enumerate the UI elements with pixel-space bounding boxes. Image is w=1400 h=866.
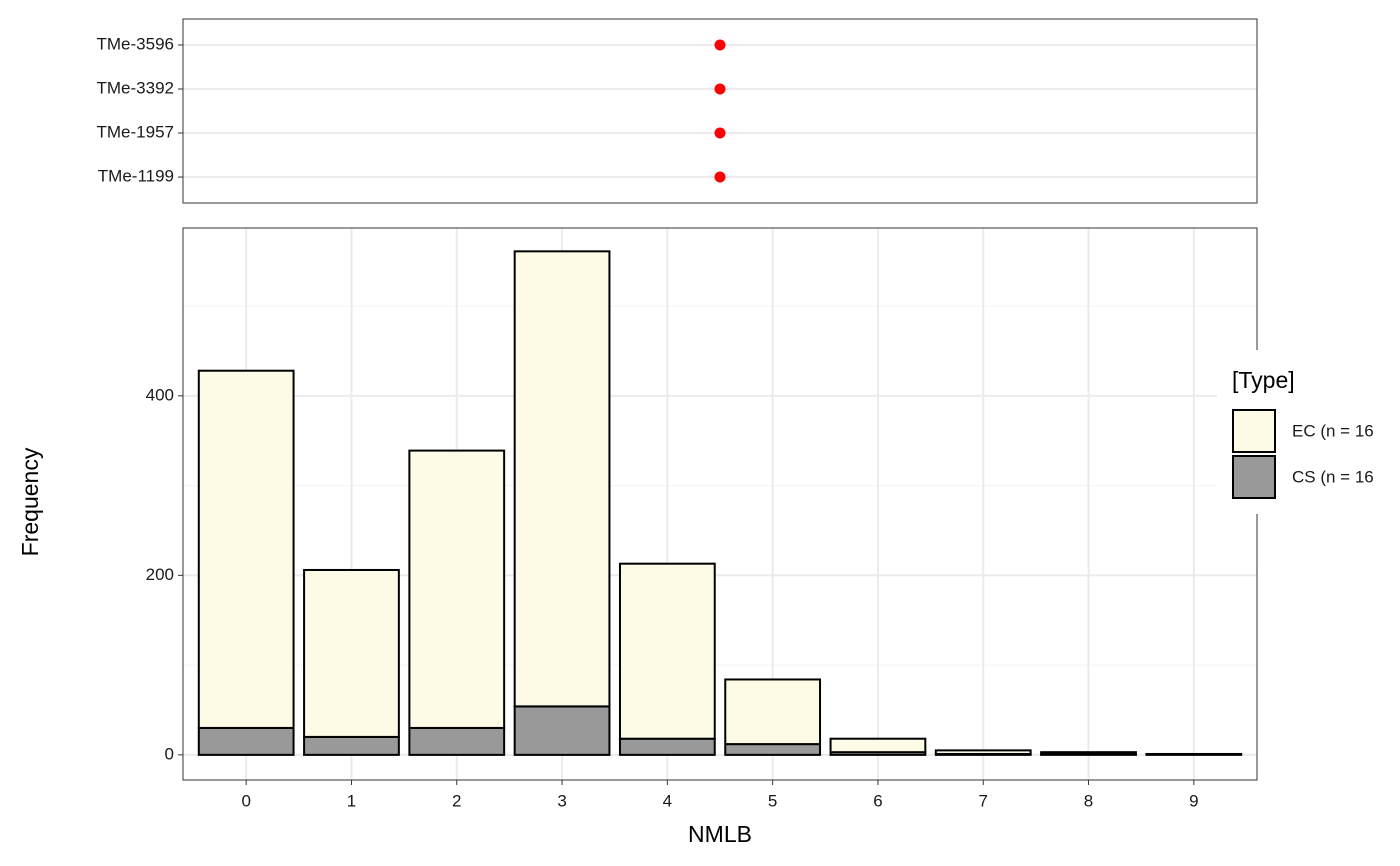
y-tick-label: 400 bbox=[146, 385, 174, 404]
x-tick-label: 0 bbox=[241, 791, 250, 810]
bar-segment bbox=[724, 743, 822, 756]
dot bbox=[714, 127, 726, 139]
y-tick-label: 200 bbox=[146, 565, 174, 584]
y-tick-label: TMe-3392 bbox=[97, 78, 174, 97]
bar-segment bbox=[934, 749, 1032, 755]
x-axis-title: NMLB bbox=[688, 821, 752, 847]
legend-title: [Type] bbox=[1232, 367, 1295, 393]
bar-segment bbox=[408, 449, 506, 729]
x-tick-label: 4 bbox=[663, 791, 672, 810]
bar-segment bbox=[829, 737, 927, 754]
bar-segment bbox=[1145, 752, 1243, 756]
legend-label: EC (n = 16 bbox=[1292, 421, 1374, 440]
dot bbox=[714, 39, 726, 51]
x-tick-label: 8 bbox=[1084, 791, 1093, 810]
y-tick-label: 0 bbox=[165, 744, 174, 763]
x-tick-label: 7 bbox=[979, 791, 988, 810]
x-tick-label: 5 bbox=[768, 791, 777, 810]
y-axis-title: Frequency bbox=[17, 447, 43, 556]
x-tick-label: 2 bbox=[452, 791, 461, 810]
x-tick-label: 3 bbox=[557, 791, 566, 810]
x-tick-label: 1 bbox=[347, 791, 356, 810]
bar-segment bbox=[724, 678, 822, 746]
dot bbox=[714, 171, 726, 183]
bar-segment bbox=[618, 562, 716, 740]
bar-segment bbox=[1040, 751, 1137, 755]
y-tick-label: TMe-1199 bbox=[98, 167, 174, 186]
x-tick-label: 9 bbox=[1189, 791, 1198, 810]
legend-key bbox=[1232, 455, 1276, 499]
x-tick-label: 6 bbox=[873, 791, 882, 810]
legend-key bbox=[1232, 409, 1276, 453]
bar-segment bbox=[513, 705, 611, 756]
panel-border bbox=[182, 18, 1258, 204]
bar-segment bbox=[513, 250, 611, 708]
bar-segment bbox=[197, 726, 295, 756]
bar-segment bbox=[197, 369, 295, 729]
y-tick-label: TMe-3596 bbox=[97, 34, 174, 53]
dot bbox=[714, 83, 726, 95]
bar-segment bbox=[303, 568, 400, 738]
bar-segment bbox=[618, 737, 716, 756]
bar-segment bbox=[303, 735, 400, 756]
bar-segment bbox=[408, 726, 506, 756]
y-tick-label: TMe-1957 bbox=[97, 122, 174, 141]
legend-label: CS (n = 16 bbox=[1292, 467, 1374, 486]
